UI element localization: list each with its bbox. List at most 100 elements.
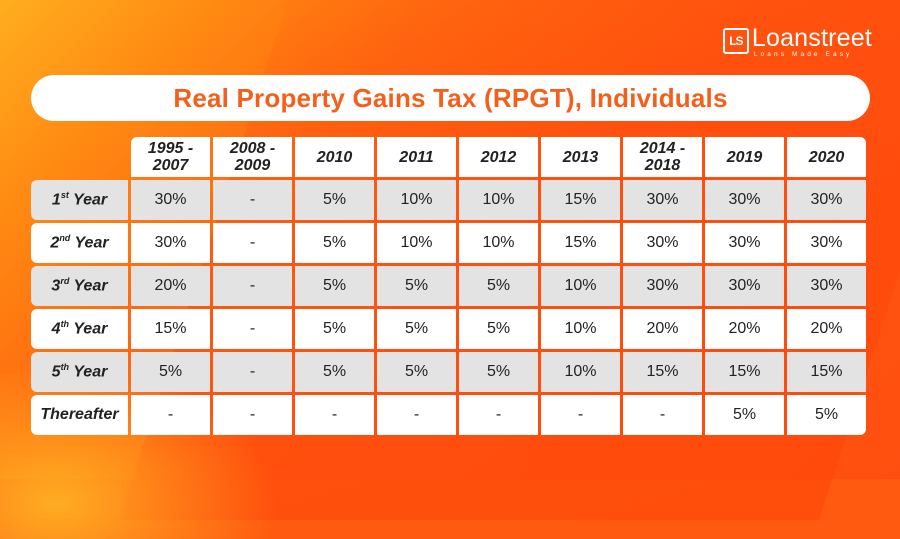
row-label-number: 3 [51,277,61,295]
table-cell: - [295,395,374,435]
column-header: 2010 [295,137,374,177]
column-header: 2011 [377,137,456,177]
table-cell: 30% [623,223,702,263]
table-cell: 10% [459,223,538,263]
row-label-number: Thereafter [40,406,119,423]
row-label-ordinal: th [60,319,70,330]
table-row: 2nd Year 30% -5% 10% 10% 15% 30% 30% 30% [31,223,866,263]
table-cell: 5% [377,352,456,392]
table-cell: 5% [705,395,784,435]
row-label-number: 4 [51,320,61,338]
row-label-number: 1 [51,191,61,209]
table-cell: - [213,309,292,349]
table-row: Thereafter - - - - - - -5% 5% [31,395,866,435]
table-cell: 30% [131,223,210,263]
row-label-ordinal: st [60,190,69,201]
column-header: 2012 [459,137,538,177]
table-cell: 15% [623,352,702,392]
logo-mark-icon: LS [722,28,749,54]
table-cell: 20% [787,309,866,349]
table-cell: 30% [787,180,866,220]
table-cell: 20% [131,266,210,306]
table-cell: 30% [623,180,702,220]
column-header: 2019 [705,137,784,177]
table-cell: 10% [459,180,538,220]
table-cell: 20% [705,309,784,349]
table-cell: 5% [459,309,538,349]
table-row: 4th Year 15% -5% 5% 5% 10% 20% 20% 20% [31,309,866,349]
row-label-word: Year [69,320,108,338]
table-cell: 5% [459,352,538,392]
table-cell: 30% [787,266,866,306]
table-cell: 5% [131,352,210,392]
table-cell: 30% [705,180,784,220]
table-cell: 5% [295,266,374,306]
table-cell: 10% [377,223,456,263]
column-header: 2008 - 2009 [213,137,292,177]
table-body: 1st Year 30% -5% 10% 10% 15% 30% 30% 30% 2nd Year… [31,180,866,435]
table-header-row: 1995 - 2007 2008 - 2009 2010 2011 2012 2013 20… [31,137,866,177]
table-cell: - [213,352,292,392]
row-label-ordinal: nd [59,233,71,244]
row-label-number: 2 [50,234,60,252]
brand-name: Loanstreet [751,24,872,52]
table-cell: 5% [295,223,374,263]
table-cell: 15% [705,352,784,392]
table-cell: 30% [787,223,866,263]
row-header: 3rd Year [31,266,128,306]
table-cell: 5% [377,266,456,306]
row-label-number: 5 [51,363,61,381]
row-label-ordinal: rd [60,276,70,287]
table-corner [31,137,128,177]
table-cell: - [377,395,456,435]
row-header: 4th Year [31,309,128,349]
table-row: 1st Year 30% -5% 10% 10% 15% 30% 30% 30% [31,180,866,220]
table-cell: 5% [295,309,374,349]
row-label-word: Year [69,363,108,381]
column-header: 1995 - 2007 [131,137,210,177]
table-cell: 5% [459,266,538,306]
table-row: 5th Year 5% -5% 5% 5% 10% 15% 15% 15% [31,352,866,392]
table-cell: - [623,395,702,435]
table-cell: 30% [705,223,784,263]
row-label-ordinal: th [60,362,70,373]
brand-tagline: Loans Made Easy [753,51,853,58]
table-cell: 15% [131,309,210,349]
table-cell: 30% [131,180,210,220]
table-cell: 30% [705,266,784,306]
table-cell: - [541,395,620,435]
table-cell: - [459,395,538,435]
row-header: 1st Year [31,180,128,220]
table-cell: 15% [541,180,620,220]
row-label-word: Year [70,234,109,252]
row-label-word: Year [69,277,108,295]
rpgt-table: 1995 - 2007 2008 - 2009 2010 2011 2012 2013 20… [28,134,869,438]
row-header: Thereafter [31,395,128,435]
table-cell: - [213,395,292,435]
table-cell: 10% [541,352,620,392]
table-cell: 20% [623,309,702,349]
column-header: 2020 [787,137,866,177]
table-row: 3rd Year 20% -5% 5% 5% 10% 30% 30% 30% [31,266,866,306]
column-header: 2013 [541,137,620,177]
brand-logo: LS Loanstreet Loans Made Easy [722,24,872,59]
table-cell: 5% [295,180,374,220]
table-cell: 5% [377,309,456,349]
page-title: Real Property Gains Tax (RPGT), Individu… [173,82,728,113]
title-banner: Real Property Gains Tax (RPGT), Individu… [31,75,870,121]
table-cell: 15% [787,352,866,392]
table-cell: - [213,180,292,220]
column-header: 2014 - 2018 [623,137,702,177]
table-cell: 10% [377,180,456,220]
table-cell: - [213,223,292,263]
row-label-word: Year [68,191,108,209]
table-cell: 30% [623,266,702,306]
table-cell: - [131,395,210,435]
row-header: 5th Year [31,352,128,392]
table-cell: 5% [787,395,866,435]
table-cell: - [213,266,292,306]
table-cell: 5% [295,352,374,392]
table-cell: 10% [541,309,620,349]
table-cell: 10% [541,266,620,306]
table-cell: 15% [541,223,620,263]
